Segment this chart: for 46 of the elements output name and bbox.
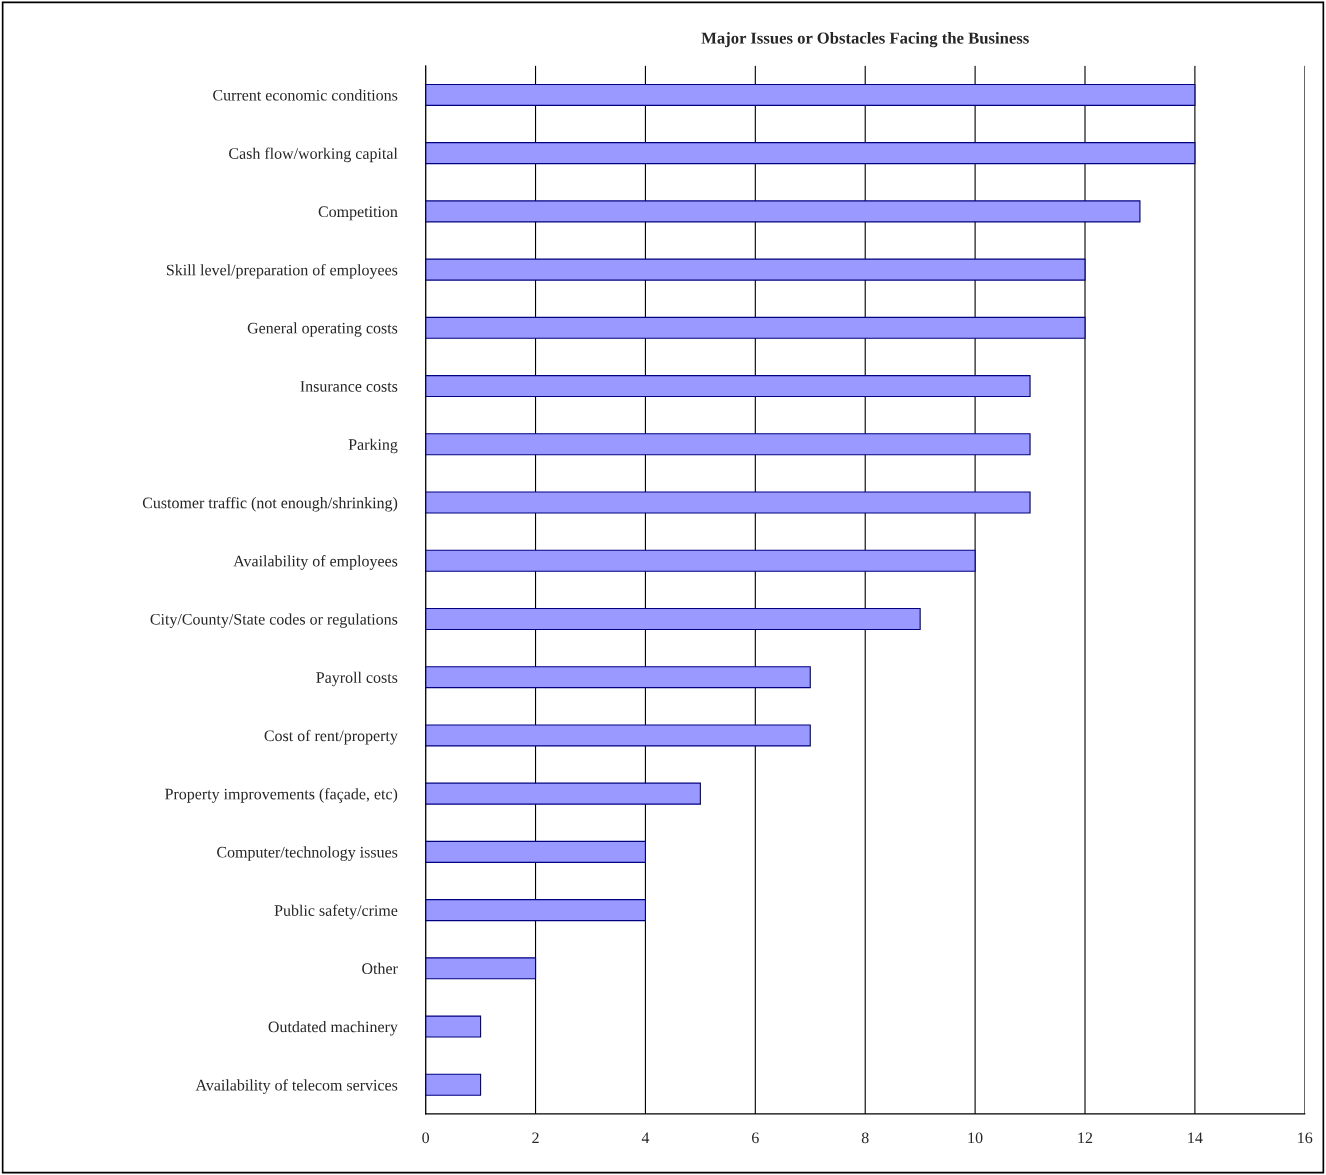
y-tick-label: Availability of employees (233, 555, 398, 570)
bar (425, 83, 1196, 106)
bar (425, 491, 1031, 514)
x-tick-label: 8 (861, 1132, 869, 1144)
y-tick-label: Cash flow/working capital (229, 147, 398, 163)
y-tick-label: Parking (348, 438, 398, 454)
x-tick-label: 12 (1078, 1132, 1093, 1144)
y-tick-label: City/County/State codes or regulations (150, 613, 398, 628)
y-tick-label: Cost of rent/property (264, 729, 398, 745)
x-tick-label: 10 (968, 1132, 983, 1144)
bar (425, 316, 1086, 339)
bar (425, 549, 976, 572)
y-tick-label: Customer traffic (not enough/shrinking) (142, 496, 398, 512)
x-tick-label: 16 (1298, 1132, 1313, 1144)
y-tick-label: Payroll costs (316, 671, 398, 687)
y-tick-label: Skill level/preparation of employees (166, 263, 398, 279)
bar (425, 142, 1196, 165)
y-tick-label: Public safety/crime (274, 904, 398, 920)
y-tick-label: Outdated machinery (268, 1021, 398, 1036)
y-tick-label: Property improvements (façade, etc) (165, 788, 398, 803)
y-tick-label: Computer/technology issues (217, 846, 398, 861)
y-tick-label: Current economic conditions (213, 89, 398, 101)
bar (425, 782, 701, 805)
bar (425, 258, 1086, 281)
bar (425, 200, 1141, 223)
bar (425, 607, 921, 630)
y-tick-label: Competition (318, 206, 398, 221)
bar (425, 375, 1031, 398)
bar (425, 1073, 482, 1096)
x-tick-label: 6 (752, 1132, 759, 1144)
bar (425, 957, 537, 980)
bar (425, 666, 811, 689)
y-tick-label: Insurance costs (300, 381, 398, 392)
y-tick-label: Other (362, 962, 398, 975)
y-tick-label: Availability of telecom services (195, 1079, 398, 1094)
bar (425, 840, 646, 863)
x-tick-label: 14 (1188, 1132, 1203, 1144)
y-tick-label: General operating costs (247, 322, 398, 337)
x-tick-label: 0 (422, 1132, 430, 1144)
bar (425, 899, 646, 922)
x-tick-label: 4 (641, 1132, 650, 1144)
x-tick-label: 2 (532, 1132, 539, 1144)
bar (425, 724, 811, 747)
bar (425, 433, 1031, 456)
chart-title: Major Issues or Obstacles Facing the Business (701, 32, 1029, 48)
bar (425, 1015, 482, 1038)
